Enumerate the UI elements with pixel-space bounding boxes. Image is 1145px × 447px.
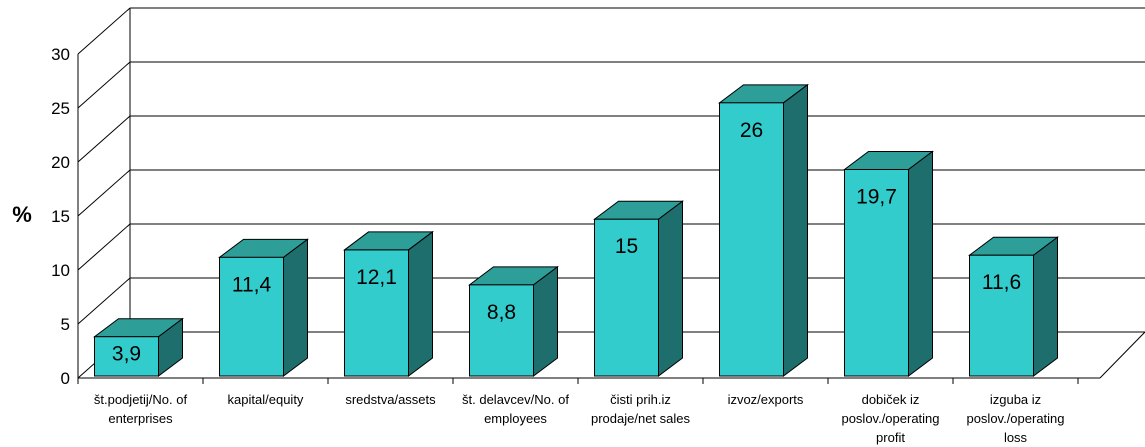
bar-side-face xyxy=(908,150,933,377)
data-label: 15 xyxy=(615,235,638,258)
bar-front-face xyxy=(594,218,659,377)
gridline-diagonal xyxy=(77,115,131,163)
axes xyxy=(77,8,1145,384)
bars xyxy=(93,83,1059,377)
bar-side-face xyxy=(408,230,433,377)
bar-front-face xyxy=(969,254,1034,377)
y-tick-label: 5 xyxy=(61,315,70,334)
category-label: izguba iz poslov./operating loss xyxy=(966,392,1064,445)
bar-front-face xyxy=(344,249,409,377)
bar xyxy=(843,150,934,377)
y-tick-label: 25 xyxy=(51,99,70,118)
y-tick-label: 10 xyxy=(51,261,70,280)
bar xyxy=(968,236,1059,377)
data-label: 11,4 xyxy=(232,273,272,296)
bar xyxy=(468,265,559,377)
category-label: izvoz/exports xyxy=(728,392,804,407)
y-tick-label: 30 xyxy=(51,45,70,64)
data-label: 26 xyxy=(740,119,763,142)
bar-front-face xyxy=(844,168,909,377)
data-label: 19,7 xyxy=(856,185,897,208)
floor-right-edge xyxy=(1099,331,1145,379)
category-label: čisti prih.iz prodaje/net sales xyxy=(591,392,691,426)
bar-front-face xyxy=(94,336,159,377)
data-label: 8,8 xyxy=(487,301,516,324)
bar-front-face xyxy=(469,284,534,377)
data-label: 12,1 xyxy=(356,266,397,289)
category-label: dobiček iz poslov./operating profit xyxy=(841,392,939,445)
data-label: 11,6 xyxy=(982,271,1021,294)
category-label: št. delavcev/No. of employees xyxy=(462,392,569,426)
data-label: 3,9 xyxy=(112,343,141,366)
y-tick-label: 0 xyxy=(61,369,70,388)
category-label: kapital/equity xyxy=(228,392,304,407)
bar-side-face xyxy=(783,83,808,377)
bar-side-face xyxy=(283,238,308,377)
category-labels: št.podjetij/No. of enterprises kapital/equ… xyxy=(94,392,1065,445)
y-tick-label: 15 xyxy=(51,207,70,226)
bar-front-face xyxy=(219,256,284,377)
bar-side-face xyxy=(658,200,683,377)
bar-front-face xyxy=(719,102,784,377)
gridline-diagonal xyxy=(77,223,131,271)
bar-side-face xyxy=(533,265,558,377)
bar xyxy=(93,317,184,377)
y-tick-label: 20 xyxy=(51,153,70,172)
bar xyxy=(343,230,434,377)
gridline-diagonal xyxy=(77,277,131,325)
category-label: št.podjetij/No. of enterprises xyxy=(94,392,188,426)
data-labels: 3,9 11,4 12,1 8,8 15 26 19,7 11,6 xyxy=(112,119,1021,366)
gridline-diagonal xyxy=(77,61,131,109)
gridline-diagonal xyxy=(77,169,131,217)
y-axis-ticks: 0 5 10 15 20 25 30 xyxy=(51,45,70,388)
category-label: sredstva/assets xyxy=(345,392,436,407)
y-axis-title: % xyxy=(12,202,32,227)
gridline-diagonal xyxy=(77,7,131,55)
bar xyxy=(218,238,309,377)
bar-side-face xyxy=(1033,236,1058,377)
bar xyxy=(718,83,809,377)
bar xyxy=(593,200,684,377)
